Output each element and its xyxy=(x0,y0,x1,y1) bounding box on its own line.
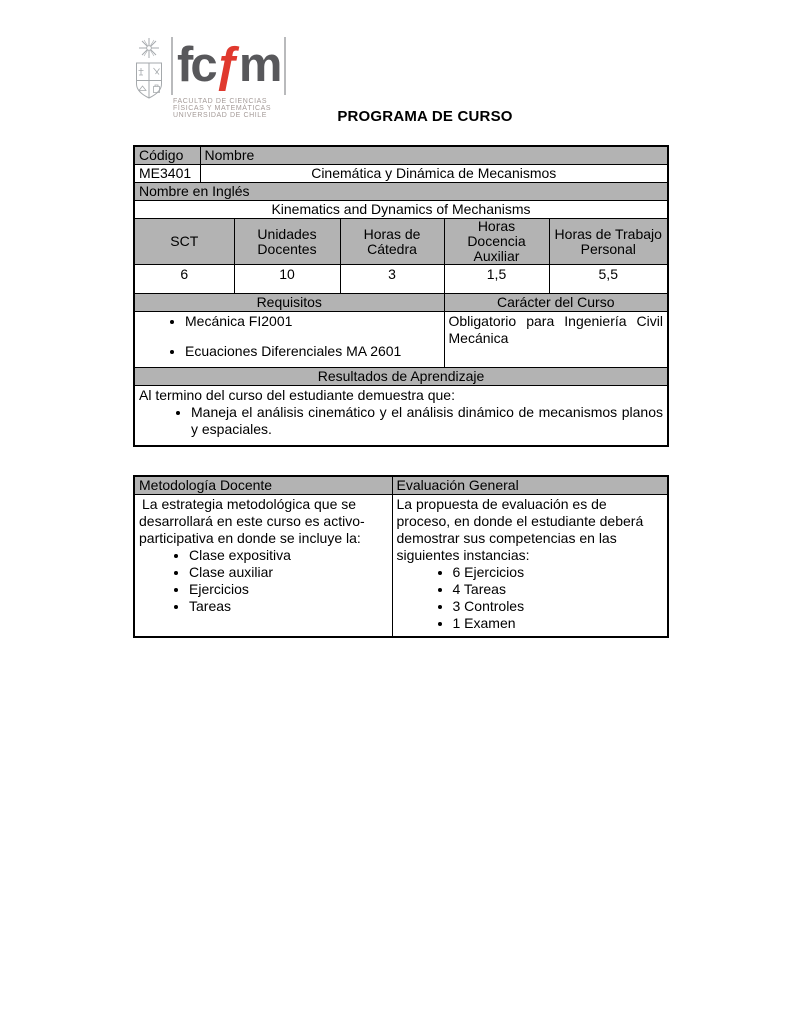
requisitos-header-cell: Requisitos xyxy=(133,293,445,312)
table-row: Nombre en Inglés xyxy=(133,182,669,201)
list-item: Tareas xyxy=(189,598,388,615)
horas-trabajo-personal-header-cell: Horas de Trabajo Personal xyxy=(548,218,669,265)
requisitos-list: Mecánica FI2001 Ecuaciones Diferenciales… xyxy=(139,313,440,360)
credits-values-row: 6 10 3 1,5 5,5 xyxy=(133,264,669,294)
resultados-content-cell: Al termino del curso del estudiante demu… xyxy=(133,385,669,446)
metodologia-list: Clase expositiva Clase auxiliar Ejercici… xyxy=(139,547,388,615)
sct-value-cell: 6 xyxy=(133,264,235,294)
logo-caption-line: UNIVERSIDAD DE CHILE xyxy=(173,112,268,119)
course-info-table: Código Nombre ME3401 Cinemática y Dinámi… xyxy=(133,145,669,447)
table-row: Resultados de Aprendizaje xyxy=(133,367,669,386)
evaluacion-list: 6 Ejercicios 4 Tareas 3 Controles 1 Exam… xyxy=(397,564,664,632)
horas-trabajo-personal-value-cell: 5,5 xyxy=(548,264,669,294)
logo-caption: FACULTAD DE CIENCIAS FÍSICAS Y MATEMÁTIC… xyxy=(171,98,286,119)
nombre-ingles-header-cell: Nombre en Inglés xyxy=(133,182,669,201)
evaluacion-intro: La propuesta de evaluación es de proceso… xyxy=(396,496,644,563)
methodology-evaluation-table: Metodología Docente Evaluación General L… xyxy=(133,475,669,638)
metodologia-header-cell: Metodología Docente xyxy=(133,475,393,495)
unidades-docentes-value-cell: 10 xyxy=(233,264,341,294)
codigo-value-cell: ME3401 xyxy=(133,164,201,183)
nombre-header-cell: Nombre xyxy=(199,145,669,165)
fcfm-logo: fcƒm FACULTAD DE CIENCIAS FÍSICAS Y MATE… xyxy=(131,37,287,119)
metodologia-content-cell: La estrategia metodológica que se desarr… xyxy=(133,494,393,637)
resultados-header-cell: Resultados de Aprendizaje xyxy=(133,367,669,386)
list-item: 4 Tareas xyxy=(453,581,664,598)
list-item: 6 Ejercicios xyxy=(453,564,664,581)
evaluacion-header-cell: Evaluación General xyxy=(391,475,669,495)
horas-docencia-auxiliar-value-cell: 1,5 xyxy=(443,264,550,294)
sct-header-cell: SCT xyxy=(133,218,235,265)
list-item: Ejercicios xyxy=(189,581,388,598)
horas-catedra-value-cell: 3 xyxy=(339,264,445,294)
logo-caption-line: FÍSICAS Y MATEMÁTICAS xyxy=(173,105,272,112)
table-row: Código Nombre xyxy=(133,145,669,165)
horas-docencia-auxiliar-header-cell: Horas Docencia Auxiliar xyxy=(443,218,550,265)
fcfm-wordmark: fcƒm xyxy=(171,37,287,95)
university-crest-icon xyxy=(136,38,162,99)
table-row: Requisitos Carácter del Curso xyxy=(133,293,669,312)
horas-catedra-header-cell: Horas de Cátedra xyxy=(339,218,445,265)
wordmark-f-red: ƒ xyxy=(214,38,242,92)
evaluacion-content-cell: La propuesta de evaluación es de proceso… xyxy=(391,494,669,637)
nombre-ingles-value-cell: Kinematics and Dynamics of Mechanisms xyxy=(133,200,669,219)
requisitos-content-cell: Mecánica FI2001 Ecuaciones Diferenciales… xyxy=(133,311,445,368)
table-row: Al termino del curso del estudiante demu… xyxy=(133,385,669,446)
list-item: Ecuaciones Diferenciales MA 2601 xyxy=(185,343,440,360)
metodologia-intro: La estrategia metodológica que se desarr… xyxy=(139,496,365,546)
table-row: Kinematics and Dynamics of Mechanisms xyxy=(133,200,669,219)
list-item: Clase expositiva xyxy=(189,547,388,564)
table-row: La estrategia metodológica que se desarr… xyxy=(133,494,669,637)
credits-header-row: SCT Unidades Docentes Horas de Cátedra H… xyxy=(133,218,669,265)
wordmark-fc: fc xyxy=(177,38,218,92)
resultados-intro: Al termino del curso del estudiante demu… xyxy=(139,387,455,403)
list-item: 3 Controles xyxy=(453,598,664,615)
list-item: 1 Examen xyxy=(453,615,664,632)
list-item: Clase auxiliar xyxy=(189,564,388,581)
table-row: Mecánica FI2001 Ecuaciones Diferenciales… xyxy=(133,311,669,368)
page-title: PROGRAMA DE CURSO xyxy=(337,108,513,125)
resultados-list: Maneja el análisis cinemático y el análi… xyxy=(139,404,663,438)
caracter-curso-header-cell: Carácter del Curso xyxy=(443,293,669,312)
list-item: Mecánica FI2001 xyxy=(185,313,440,330)
table-row: Metodología Docente Evaluación General xyxy=(133,475,669,495)
codigo-header-cell: Código xyxy=(133,145,201,165)
caracter-curso-content-cell: Obligatorio para Ingeniería Civil Mecáni… xyxy=(443,311,669,368)
list-item: Maneja el análisis cinemático y el análi… xyxy=(191,404,663,438)
table-row: ME3401 Cinemática y Dinámica de Mecanism… xyxy=(133,164,669,183)
wordmark-m: m xyxy=(238,38,283,92)
unidades-docentes-header-cell: Unidades Docentes xyxy=(233,218,341,265)
nombre-value-cell: Cinemática y Dinámica de Mecanismos xyxy=(199,164,669,183)
logo-caption-line: FACULTAD DE CIENCIAS xyxy=(173,98,268,105)
logo-text-block: fcƒm FACULTAD DE CIENCIAS FÍSICAS Y MATE… xyxy=(171,37,287,119)
